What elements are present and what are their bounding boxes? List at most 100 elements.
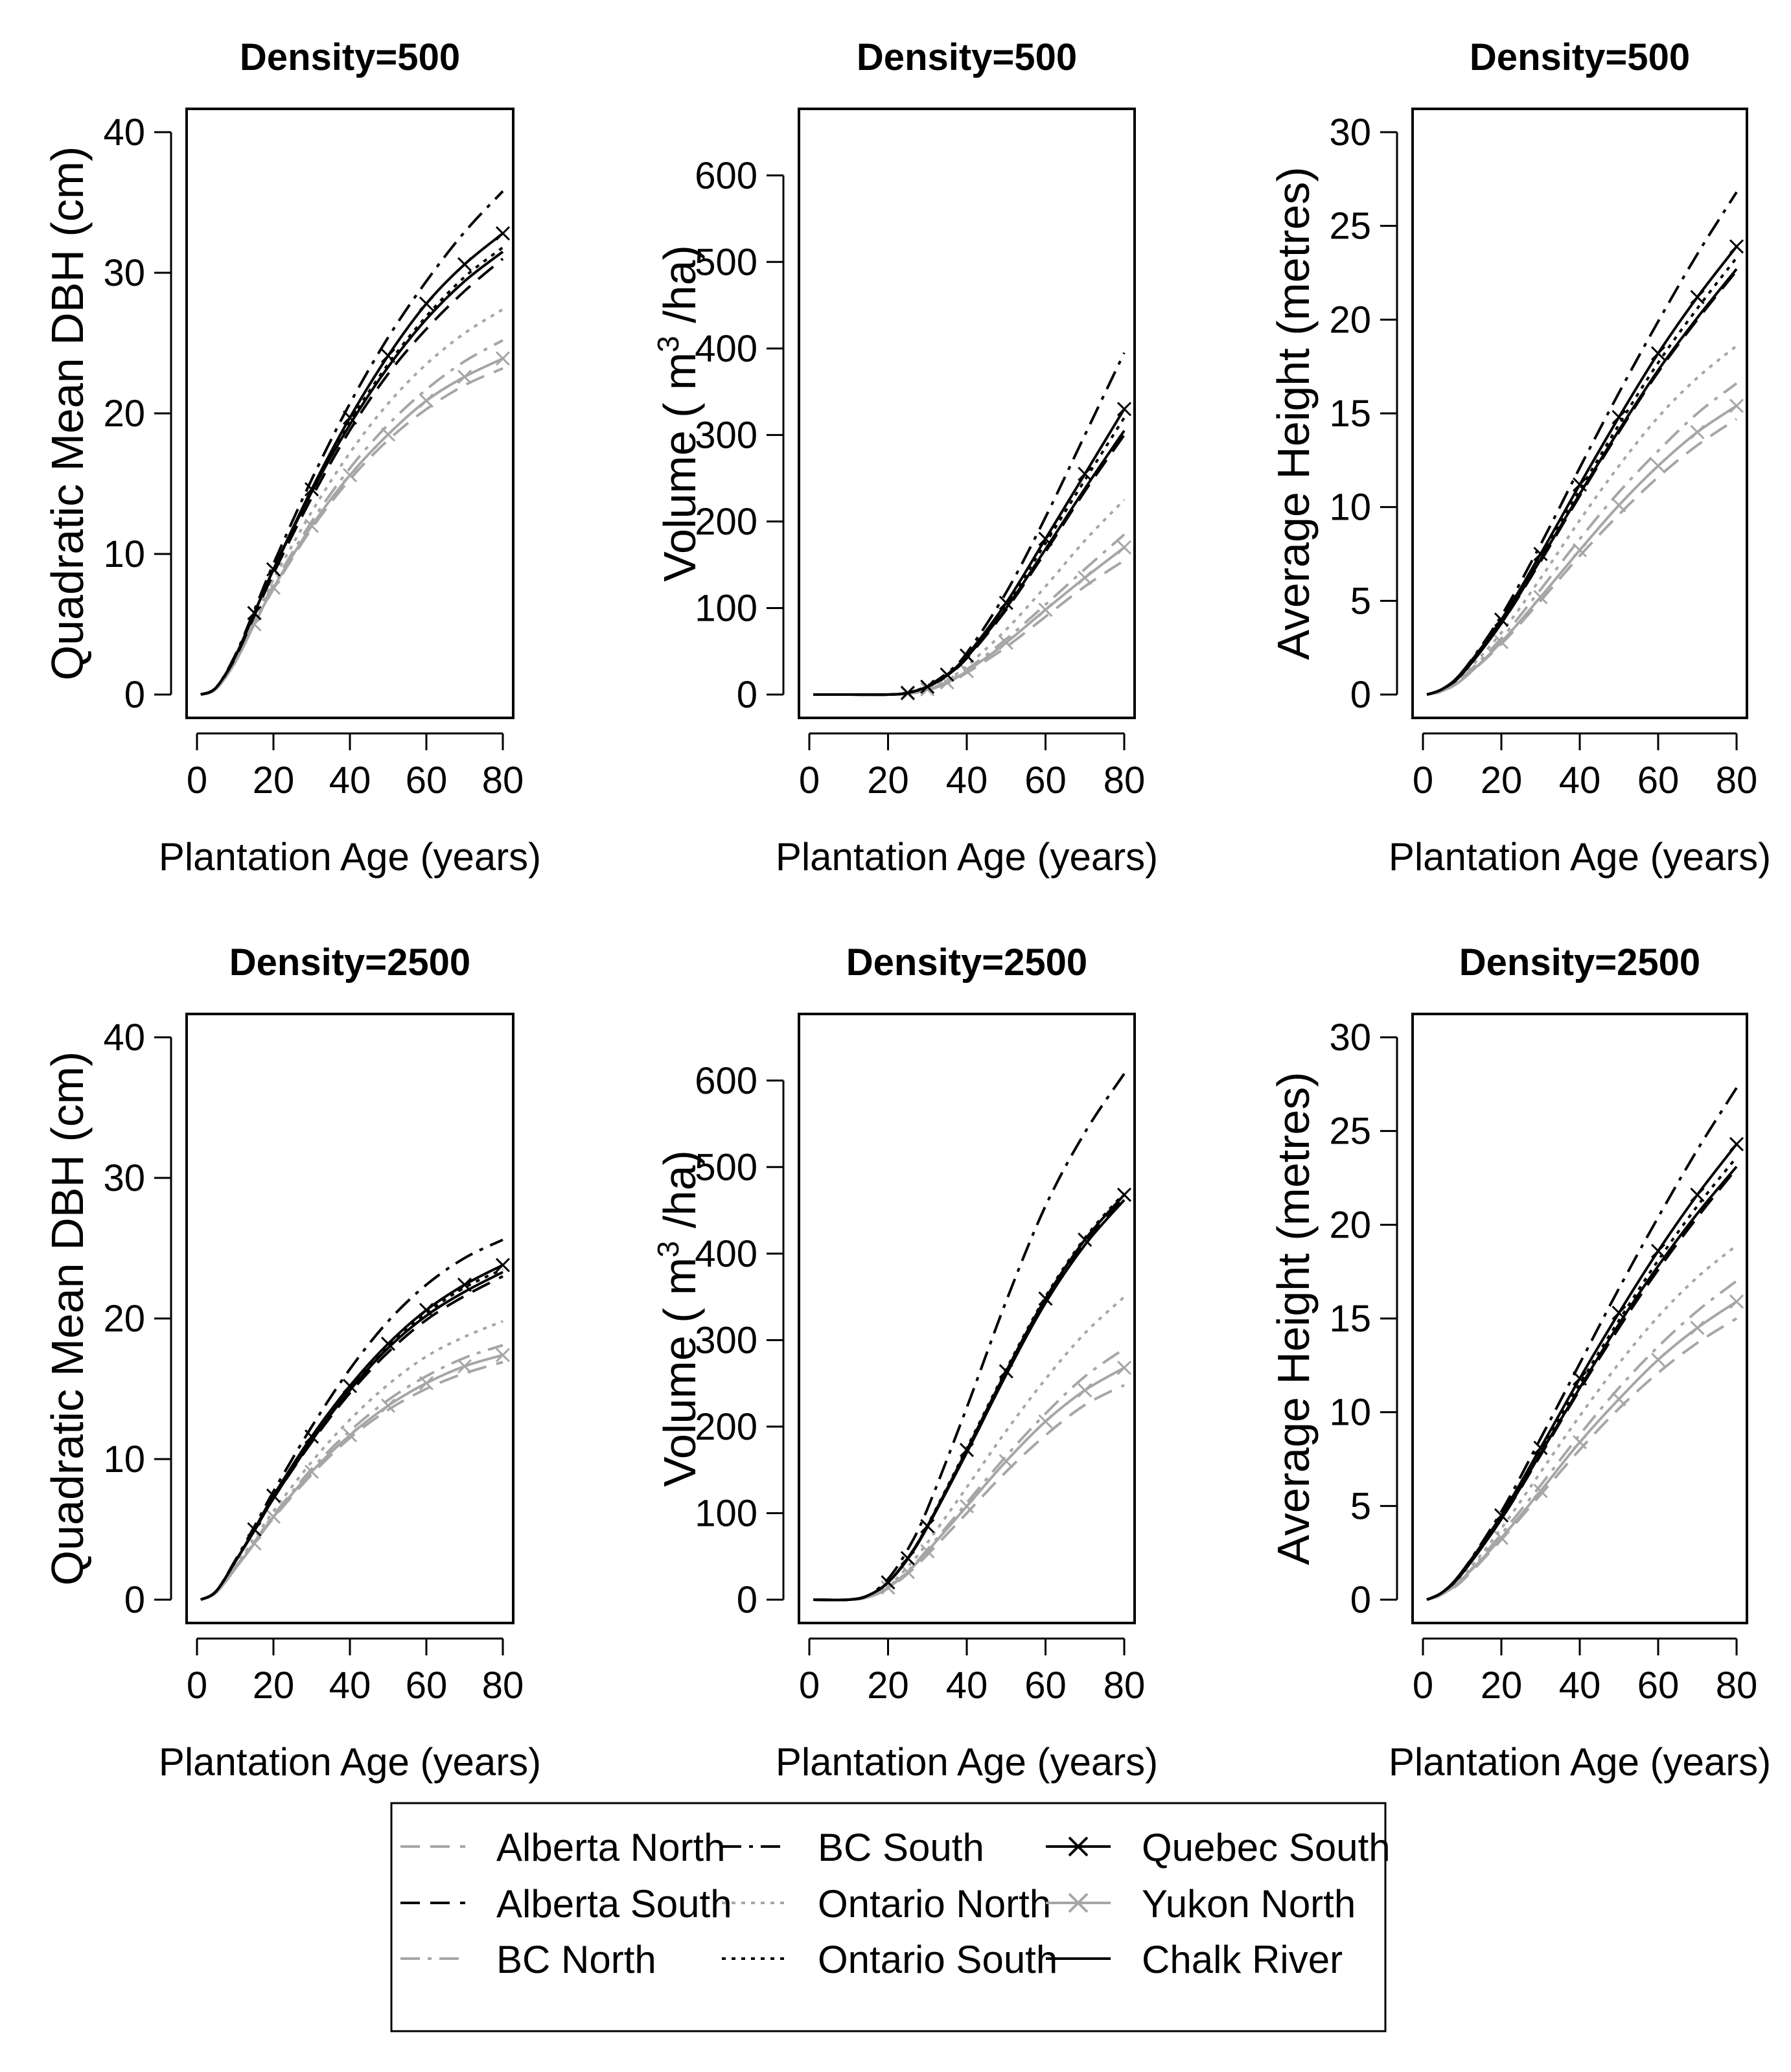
y-axis-label: Quadratic Mean DBH (cm): [42, 1052, 93, 1586]
series-line: [1426, 1244, 1738, 1601]
data-point-marker: [1729, 239, 1744, 254]
series-line: [200, 1361, 503, 1601]
x-axis-label: Plantation Age (years): [1389, 1740, 1771, 1784]
series-line: [813, 1348, 1126, 1602]
data-point-marker: [266, 1509, 281, 1525]
series-bc-south: [200, 190, 504, 696]
series-bc-south: [813, 1072, 1126, 1602]
y-tick-label: 100: [695, 587, 757, 629]
legend-item-quebec-south: Quebec South: [1046, 1826, 1391, 1869]
x-tick-label: 60: [1024, 1664, 1067, 1707]
panel-5: Density=2500 0 20 40 60 80 Plantation Age (yea…: [651, 941, 1158, 1784]
series-line: [813, 499, 1126, 696]
data-point-marker: [419, 296, 434, 311]
series-yukon-north: [813, 540, 1132, 701]
series-line: [813, 1072, 1126, 1602]
data-point-marker: [419, 1376, 434, 1390]
data-point-marker: [457, 369, 472, 384]
data-point-marker: [1533, 590, 1548, 604]
data-point-marker: [959, 1499, 975, 1514]
series-alberta-north: [200, 1361, 503, 1601]
legend-item-chalk-river: Chalk River: [1046, 1938, 1343, 1981]
data-point-marker: [1690, 1187, 1705, 1203]
data-point-marker: [1572, 543, 1588, 558]
series-ontario-north: [200, 308, 504, 696]
series-line: [1426, 382, 1738, 696]
data-point-marker: [999, 635, 1013, 650]
series-line: [813, 430, 1126, 696]
series-line: [813, 1199, 1126, 1602]
legend-item-bc-south: BC South: [722, 1826, 984, 1869]
series-alberta-south: [200, 257, 504, 696]
x-axis-label: Plantation Age (years): [776, 1740, 1158, 1784]
y-tick-label: 20: [1329, 299, 1371, 341]
series-line: [1426, 191, 1738, 696]
legend-item-alberta-south: Alberta South: [400, 1882, 732, 1926]
series-line: [1426, 246, 1738, 696]
data-point-marker: [1729, 1294, 1744, 1309]
series-line: [200, 1353, 503, 1601]
y-tick-label: 200: [695, 1406, 757, 1448]
data-point-marker: [1729, 1136, 1744, 1151]
y-tick-label: 20: [103, 1298, 145, 1340]
x-tick-label: 80: [482, 759, 524, 801]
panel-title: Density=2500: [1459, 941, 1700, 984]
data-point-marker: [999, 595, 1013, 610]
y-tick-label: 10: [103, 533, 145, 575]
panel-title: Density=2500: [229, 941, 470, 984]
data-point-marker: [1650, 458, 1666, 474]
x-tick-label: 40: [329, 1664, 371, 1707]
x-tick-label: 20: [867, 1664, 909, 1707]
x-tick-label: 80: [1103, 1664, 1146, 1707]
series-chalk-river: [813, 430, 1126, 696]
panel-title: Density=2500: [846, 941, 1087, 984]
x-tick-label: 80: [1716, 1664, 1758, 1707]
panel-title: Density=500: [1470, 36, 1690, 78]
x-tick-label: 0: [1413, 1664, 1433, 1707]
legend-item-ontario-north: Ontario North: [722, 1882, 1051, 1926]
series-line: [813, 1384, 1125, 1602]
legend-marker-icon: [1068, 1836, 1089, 1857]
x-tick-label: 20: [253, 1664, 295, 1707]
y-tick-label: 25: [1329, 1111, 1371, 1153]
y-axis-label: Average Height (metres): [1268, 1072, 1319, 1565]
series-alberta-north: [200, 367, 503, 696]
y-tick-label: 5: [1350, 1485, 1371, 1527]
series-line: [200, 190, 504, 696]
data-point-marker: [457, 1359, 472, 1374]
legend-marker-icon: [1068, 1893, 1089, 1913]
y-axis-label: Average Height (metres): [1268, 167, 1319, 660]
data-point-marker: [1650, 1352, 1666, 1367]
y-axis-label: Volume ( m3 /ha): [651, 245, 705, 582]
y-tick-label: 0: [124, 674, 145, 716]
y-axis-label: Volume ( m3 /ha): [651, 1150, 705, 1487]
x-tick-label: 60: [406, 1664, 448, 1707]
data-point-marker: [1116, 540, 1132, 555]
x-tick-label: 40: [946, 1664, 988, 1707]
plot-frame: [185, 108, 514, 719]
legend-label: Yukon North: [1142, 1882, 1356, 1926]
series-chalk-river: [813, 1199, 1126, 1602]
data-point-marker: [1612, 498, 1626, 512]
x-tick-label: 40: [1559, 1664, 1601, 1707]
series-line: [1426, 1280, 1738, 1601]
legend-item-yukon-north: Yukon North: [1046, 1882, 1356, 1926]
data-point-marker: [495, 351, 511, 366]
y-tick-label: 30: [1329, 111, 1371, 154]
series-line: [200, 1271, 503, 1601]
series-quebec-south: [813, 402, 1132, 700]
series-line: [1426, 1087, 1738, 1601]
y-tick-label: 0: [737, 1579, 757, 1621]
series-line: [813, 352, 1126, 696]
data-point-marker: [1078, 570, 1092, 585]
series-ontario-north: [1426, 1244, 1738, 1601]
series-yukon-north: [1426, 398, 1744, 696]
x-axis-label: Plantation Age (years): [1389, 835, 1771, 879]
series-chalk-river: [200, 250, 504, 696]
y-tick-label: 15: [1329, 393, 1371, 435]
plot-frame: [798, 1013, 1136, 1624]
series-alberta-north: [813, 1384, 1125, 1602]
y-tick-label: 25: [1329, 205, 1371, 247]
x-tick-label: 0: [187, 1664, 207, 1707]
series-quebec-south: [1426, 239, 1744, 696]
